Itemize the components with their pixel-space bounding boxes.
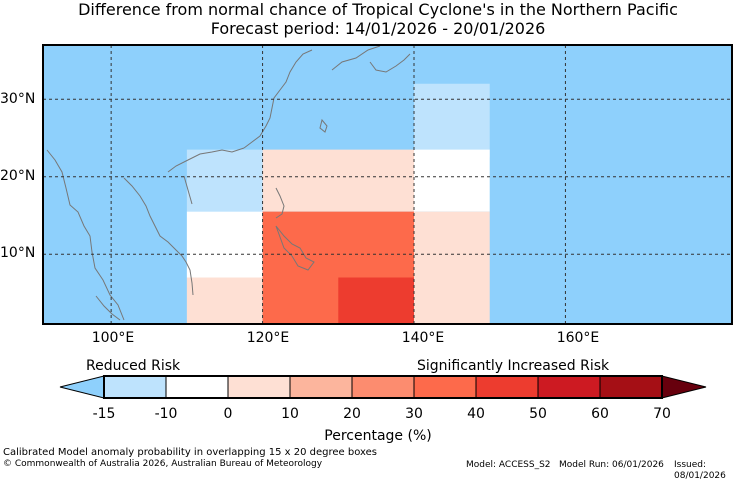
colorbar-tick-0: -15 bbox=[92, 406, 116, 422]
colorbar-tick-3: 10 bbox=[281, 406, 299, 422]
colorbar-tick-1: -10 bbox=[154, 406, 178, 422]
lat-label-20: 20°N bbox=[0, 168, 36, 184]
coastline-6 bbox=[319, 118, 328, 133]
coastline-3 bbox=[243, 49, 313, 149]
anomaly-cell-2 bbox=[414, 211, 490, 324]
coastline-2 bbox=[167, 147, 245, 173]
colorbar-swatch-6 bbox=[475, 375, 539, 399]
lon-label-140: 140°E bbox=[401, 330, 445, 346]
colorbar-swatch-7 bbox=[537, 375, 601, 399]
footer-copyright: © Commonwealth of Australia 2026, Austra… bbox=[3, 459, 323, 469]
colorbar-swatch-5 bbox=[413, 375, 477, 399]
colorbar-tick-2: 0 bbox=[223, 406, 233, 422]
lon-label-100: 100°E bbox=[91, 330, 135, 346]
footer-model-run: Model Run: 06/01/2026 bbox=[559, 460, 664, 470]
footer-model: Model: ACCESS_S2 bbox=[466, 460, 551, 470]
coastline-5 bbox=[275, 225, 315, 271]
coastline-10 bbox=[95, 295, 121, 321]
coastline-8 bbox=[369, 53, 411, 73]
coastline-4 bbox=[275, 187, 285, 219]
forecast-period: Forecast period: 14/01/2026 - 20/01/2026 bbox=[210, 19, 546, 38]
map-frame bbox=[42, 44, 733, 325]
colorbar-swatch-4 bbox=[351, 375, 415, 399]
colorbar-xlabel: Percentage (%) bbox=[324, 428, 432, 444]
colorbar-extend-low bbox=[59, 375, 105, 399]
lon-label-160: 160°E bbox=[556, 330, 600, 346]
increased-risk-label: Significantly Increased Risk bbox=[417, 358, 610, 374]
colorbar-tick-5: 30 bbox=[405, 406, 423, 422]
anomaly-cell-0 bbox=[414, 83, 490, 158]
anomaly-cell-4 bbox=[186, 211, 263, 278]
lat-label-30: 30°N bbox=[0, 91, 36, 107]
colorbar-swatch-8 bbox=[599, 375, 663, 399]
reduced-risk-label: Reduced Risk bbox=[86, 358, 181, 374]
coastline-0 bbox=[46, 149, 125, 321]
lat-label-10: 10°N bbox=[0, 245, 36, 261]
colorbar-tick-4: 20 bbox=[343, 406, 361, 422]
colorbar-frame bbox=[103, 375, 663, 399]
colorbar-tick-7: 50 bbox=[529, 406, 547, 422]
colorbar-swatch-3 bbox=[289, 375, 353, 399]
colorbar-tick-6: 40 bbox=[467, 406, 485, 422]
coastline-1 bbox=[123, 177, 194, 296]
footer-issued: Issued: 08/01/2026 bbox=[674, 460, 726, 481]
map-panel bbox=[42, 44, 733, 325]
anomaly-cell-5 bbox=[186, 277, 263, 324]
colorbar-swatch-0 bbox=[103, 375, 167, 399]
anomaly-cell-3 bbox=[186, 149, 263, 212]
coastline-7 bbox=[331, 45, 381, 71]
map-figure bbox=[42, 44, 733, 399]
colorbar-swatch-2 bbox=[227, 375, 291, 399]
anomaly-cell-6 bbox=[262, 149, 414, 212]
map-title: Difference from normal chance of Tropica… bbox=[78, 0, 678, 19]
footer-description: Calibrated Model anomaly probability in … bbox=[3, 447, 378, 458]
anomaly-cell-8 bbox=[338, 277, 414, 324]
lon-label-120: 120°E bbox=[246, 330, 290, 346]
colorbar-extend-high bbox=[661, 375, 707, 399]
colorbar-tick-8: 60 bbox=[591, 406, 609, 422]
anomaly-cell-1 bbox=[414, 149, 490, 212]
coastline-9 bbox=[183, 175, 193, 205]
colorbar-tick-9: 70 bbox=[653, 406, 671, 422]
colorbar bbox=[59, 375, 707, 399]
colorbar-swatch-1 bbox=[165, 375, 229, 399]
